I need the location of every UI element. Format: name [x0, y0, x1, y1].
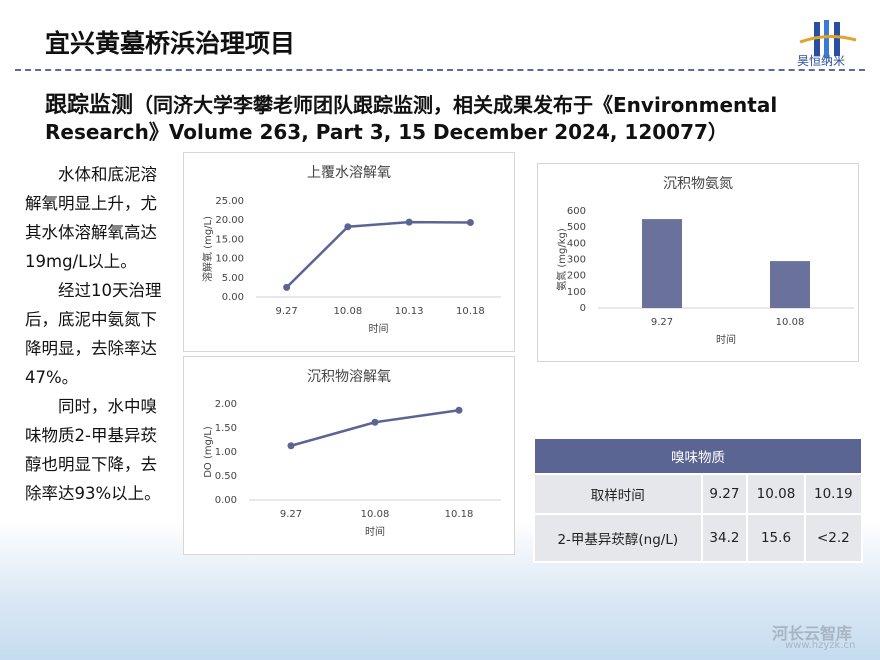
- data-point: [466, 219, 474, 227]
- data-point: [344, 223, 352, 231]
- y-tick-label: 20.00: [215, 215, 244, 226]
- logo-text: 昊恒纳米: [797, 54, 846, 68]
- odor-table: 嗅味物质 取样时间 9.27 10.08 10.19 2-甲基异莰醇(ng/L)…: [533, 437, 864, 563]
- chart-title: 上覆水溶解氧: [307, 165, 391, 181]
- data-point: [405, 218, 413, 226]
- data-point: [371, 418, 379, 426]
- bar: [642, 219, 682, 308]
- divider: [15, 69, 865, 71]
- body-text: 水体和底泥溶解氧明显上升，尤其水体溶解氧高达19mg/L以上。 经过10天治理后…: [25, 160, 170, 508]
- data-line: [285, 220, 471, 289]
- x-axis-label: 时间: [369, 322, 389, 335]
- y-tick-label: 5.00: [222, 273, 244, 284]
- chart: 沉积物溶解氧 DO (mg/L) 时间 0.00 0.50 1.00 1.50 2.00 9.2…: [183, 356, 515, 555]
- watermark-url: www.hzyzk.cn: [785, 640, 856, 651]
- y-axis-label: 氨氮 (mg/kg): [555, 228, 568, 291]
- bar: [770, 261, 810, 308]
- slide-title: 宜兴黄墓桥浜治理项目: [45, 29, 296, 58]
- x-tick-label: 10.13: [395, 306, 424, 317]
- heading-main: 跟踪监测: [45, 93, 134, 118]
- chart-title: 沉积物溶解氧: [307, 369, 391, 385]
- y-tick-label: 1.00: [215, 447, 237, 458]
- watermark: 河长云智库: [772, 624, 853, 643]
- x-axis-label: 时间: [365, 525, 385, 538]
- y-axis-label: DO (mg/L): [203, 426, 214, 478]
- y-tick-label: 600: [567, 206, 586, 217]
- heading-note: （同济大学李攀老师团队跟踪监测，相关成果发布于《Environmental Re…: [45, 93, 778, 144]
- heading: 跟踪监测（同济大学李攀老师团队跟踪监测，相关成果发布于《Environmenta…: [45, 92, 865, 146]
- table-row: 嗅味物质: [533, 437, 863, 475]
- y-tick-label: 0: [580, 303, 586, 314]
- y-tick-label: 0.00: [222, 292, 244, 303]
- y-tick-label: 2.00: [215, 399, 237, 410]
- table-cell: 取样时间: [533, 473, 703, 515]
- x-tick-label: 9.27: [651, 317, 673, 328]
- paragraph: 同时，水中嗅味物质2-甲基异莰醇也明显下降，去除率达93%以上。: [25, 397, 161, 503]
- table-cell: 10.19: [803, 473, 864, 515]
- y-tick-label: 10.00: [215, 254, 244, 265]
- y-tick-label: 300: [567, 255, 586, 266]
- x-tick-label: 10.18: [445, 509, 474, 520]
- table-cell: 9.27: [700, 473, 749, 515]
- y-tick-label: 25.00: [215, 196, 244, 207]
- y-tick-label: 15.00: [215, 234, 244, 245]
- data-point: [283, 283, 291, 291]
- paragraph: 水体和底泥溶解氧明显上升，尤其水体溶解氧高达19mg/L以上。: [25, 165, 157, 271]
- x-tick-label: 10.08: [334, 306, 363, 317]
- y-tick-label: 1.50: [215, 423, 237, 434]
- table-cell: 10.08: [746, 473, 806, 515]
- logo-icon: [799, 20, 857, 58]
- y-tick-label: 0.50: [215, 471, 237, 482]
- table-cell: <2.2: [803, 513, 864, 563]
- x-tick-label: 10.08: [776, 317, 805, 328]
- data-point: [455, 406, 463, 414]
- table-row: 取样时间 9.27 10.08 10.19: [533, 473, 864, 515]
- chart-title: 沉积物氨氮: [663, 176, 733, 192]
- table-cell: 15.6: [746, 513, 806, 563]
- paragraph: 经过10天治理后，底泥中氨氮下降明显，去除率达47%。: [25, 281, 162, 387]
- data-point: [287, 442, 295, 450]
- y-tick-label: 400: [567, 238, 586, 249]
- table-cell: 34.2: [700, 513, 749, 563]
- table-title: 嗅味物质: [533, 437, 863, 475]
- x-tick-label: 9.27: [280, 509, 302, 520]
- table-cell: 2-甲基异莰醇(ng/L): [533, 513, 703, 563]
- x-tick-label: 10.18: [456, 306, 485, 317]
- x-tick-label: 9.27: [275, 306, 297, 317]
- y-tick-label: 100: [567, 287, 586, 298]
- data-line: [290, 409, 460, 447]
- x-tick-label: 10.08: [361, 509, 390, 520]
- x-axis-label: 时间: [716, 333, 736, 346]
- y-tick-label: 500: [567, 222, 586, 233]
- table-row: 2-甲基异莰醇(ng/L) 34.2 15.6 <2.2: [533, 513, 864, 563]
- y-axis-label: 溶解氧 (mg/L): [201, 216, 214, 282]
- y-tick-label: 0.00: [215, 495, 237, 506]
- y-tick-label: 200: [567, 271, 586, 282]
